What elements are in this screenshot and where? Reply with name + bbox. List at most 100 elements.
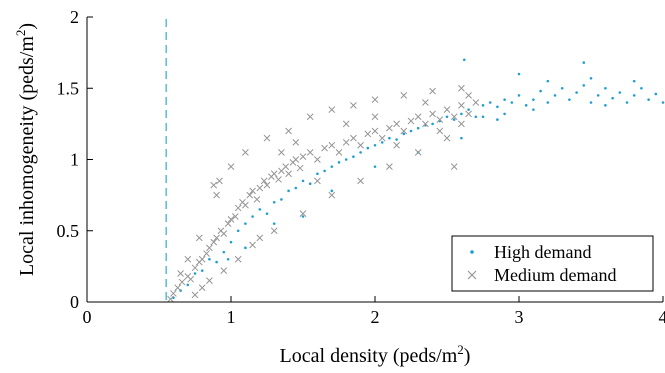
point-dot-mark <box>460 136 463 140</box>
point-dot-mark <box>236 229 240 233</box>
legend-label: Medium demand <box>494 265 616 285</box>
point-x-mark <box>357 141 364 149</box>
point-dot-mark <box>229 240 233 244</box>
y-axis-label: Local inhomogeneity (peds/m2) <box>13 23 38 276</box>
point-x-mark <box>256 234 264 242</box>
point-x-mark <box>299 153 307 161</box>
point-dot-mark <box>287 189 290 193</box>
point-dot-mark <box>323 169 326 173</box>
point-dot-mark <box>647 98 650 101</box>
point-x-mark <box>292 156 300 163</box>
point-x-mark <box>393 120 400 128</box>
point-x-mark <box>314 177 321 185</box>
point-dot-mark <box>380 141 384 144</box>
point-dot-mark <box>373 165 377 168</box>
point-x-mark <box>443 134 451 142</box>
point-dot-mark <box>395 138 398 141</box>
point-x-mark <box>177 270 184 277</box>
point-x-mark <box>357 177 364 185</box>
point-x-mark <box>378 134 386 142</box>
point-x-mark <box>198 255 206 263</box>
point-x-mark <box>465 92 472 99</box>
point-dot-mark <box>575 91 578 94</box>
point-dot-mark <box>445 115 449 119</box>
point-x-mark <box>206 277 213 284</box>
point-dot-mark <box>258 208 262 211</box>
point-x-mark <box>458 101 465 109</box>
point-x-mark <box>450 163 458 170</box>
point-dot-mark <box>539 89 542 93</box>
point-dot-mark <box>301 215 305 218</box>
point-x-mark <box>321 144 328 152</box>
point-dot-mark <box>632 94 636 97</box>
point-dot-mark <box>215 260 218 264</box>
point-x-mark <box>342 139 350 146</box>
point-x-mark <box>285 170 292 178</box>
point-dot-mark <box>546 79 550 83</box>
point-x-mark <box>210 181 218 189</box>
point-dot-mark <box>294 186 298 190</box>
point-x-mark <box>270 170 278 178</box>
point-x-mark <box>246 191 254 199</box>
point-x-mark <box>191 264 199 272</box>
point-dot-mark <box>532 98 535 101</box>
point-x-mark <box>170 290 177 297</box>
y-tick-label: 1.5 <box>57 78 80 98</box>
point-x-mark <box>216 177 223 185</box>
point-dot-mark <box>222 250 226 254</box>
point-dot-mark <box>488 101 492 104</box>
x-tick-label: 2 <box>371 307 380 327</box>
x-tick-label: 0 <box>83 307 92 327</box>
point-dot-mark <box>330 165 334 168</box>
point-x-mark <box>371 127 379 135</box>
point-x-mark <box>220 267 228 275</box>
point-x-mark <box>210 238 218 246</box>
point-dot-mark <box>496 118 499 121</box>
point-x-mark <box>328 191 336 199</box>
point-x-mark <box>270 227 278 235</box>
x-tick-label: 1 <box>227 307 236 327</box>
point-dot-mark <box>654 92 658 96</box>
point-x-mark <box>292 139 300 146</box>
point-dot-mark <box>596 94 600 97</box>
point-dot-mark <box>546 101 550 104</box>
point-x-mark <box>224 220 232 227</box>
point-dot-mark <box>474 115 478 119</box>
point-dot-mark <box>330 189 334 193</box>
point-x-mark <box>414 113 422 121</box>
point-x-mark <box>275 176 282 183</box>
point-dot-mark <box>337 161 341 164</box>
point-x-mark <box>306 149 314 156</box>
point-dot-mark <box>462 58 466 62</box>
point-dot-mark <box>193 272 197 275</box>
point-x-mark <box>422 99 429 106</box>
point-dot-mark <box>352 155 355 158</box>
point-dot-mark <box>589 76 593 80</box>
point-dot-mark <box>582 84 586 87</box>
point-dot-mark <box>301 179 305 183</box>
point-x-mark <box>371 96 379 104</box>
point-dot-mark <box>496 105 499 109</box>
point-x-mark <box>220 230 228 237</box>
point-x-mark <box>174 284 182 292</box>
point-dot-mark <box>568 98 571 101</box>
point-x-mark <box>198 284 206 292</box>
point-x-mark <box>242 149 249 156</box>
point-x-mark <box>263 134 271 142</box>
point-dot-mark <box>251 215 254 218</box>
point-dot-mark <box>604 104 607 107</box>
point-x-mark <box>350 134 357 142</box>
point-x-mark <box>335 149 343 156</box>
point-dot-mark <box>366 146 370 150</box>
point-x-mark <box>400 127 408 135</box>
point-x-mark <box>256 184 264 192</box>
point-x-mark <box>436 127 444 135</box>
point-dot-mark <box>640 86 643 90</box>
point-x-mark <box>450 113 458 121</box>
legend-marker-x <box>467 270 477 280</box>
point-dot-mark <box>316 172 319 176</box>
series-0 <box>172 58 665 300</box>
legend-marker-dot <box>470 250 474 254</box>
point-dot-mark <box>388 136 391 140</box>
point-dot-mark <box>460 112 463 116</box>
